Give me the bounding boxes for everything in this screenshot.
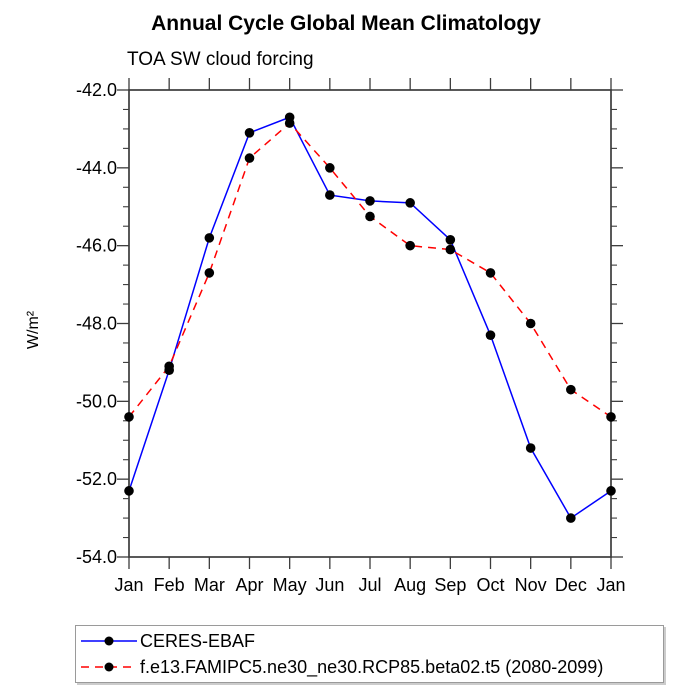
legend-item-model: f.e13.FAMIPC5.ne30_ne30.RCP85.beta02.t5 … bbox=[79, 654, 661, 680]
chart-title: Annual Cycle Global Mean Climatology bbox=[151, 12, 541, 35]
svg-text:Dec: Dec bbox=[555, 575, 587, 595]
chart-subtitle: TOA SW cloud forcing bbox=[127, 49, 314, 70]
svg-text:May: May bbox=[273, 575, 307, 595]
svg-text:Sep: Sep bbox=[434, 575, 466, 595]
svg-text:-54.0: -54.0 bbox=[76, 547, 117, 567]
svg-text:Jan: Jan bbox=[114, 575, 143, 595]
svg-text:-52.0: -52.0 bbox=[76, 469, 117, 489]
svg-text:-50.0: -50.0 bbox=[76, 391, 117, 411]
svg-text:Mar: Mar bbox=[194, 575, 225, 595]
legend-label-model: f.e13.FAMIPC5.ne30_ne30.RCP85.beta02.t5 … bbox=[140, 656, 604, 677]
svg-text:Aug: Aug bbox=[394, 575, 426, 595]
svg-text:Feb: Feb bbox=[154, 575, 185, 595]
svg-text:Jul: Jul bbox=[358, 575, 381, 595]
svg-text:-44.0: -44.0 bbox=[76, 158, 117, 178]
legend-box: CERES-EBAF f.e13.FAMIPC5.ne30_ne30.RCP85… bbox=[75, 625, 664, 683]
legend-item-ceres-ebaf: CERES-EBAF bbox=[79, 628, 661, 654]
legend-solid-line-marker-icon bbox=[81, 636, 137, 646]
svg-text:-42.0: -42.0 bbox=[76, 80, 117, 100]
svg-text:Jan: Jan bbox=[596, 575, 625, 595]
svg-text:Nov: Nov bbox=[515, 575, 547, 595]
svg-text:Apr: Apr bbox=[235, 575, 263, 595]
svg-text:-48.0: -48.0 bbox=[76, 314, 117, 334]
svg-text:-46.0: -46.0 bbox=[76, 236, 117, 256]
legend-dashed-line-marker-icon bbox=[81, 662, 137, 672]
svg-text:Jun: Jun bbox=[315, 575, 344, 595]
svg-text:Oct: Oct bbox=[476, 575, 504, 595]
legend-label-ceres-ebaf: CERES-EBAF bbox=[140, 630, 256, 651]
